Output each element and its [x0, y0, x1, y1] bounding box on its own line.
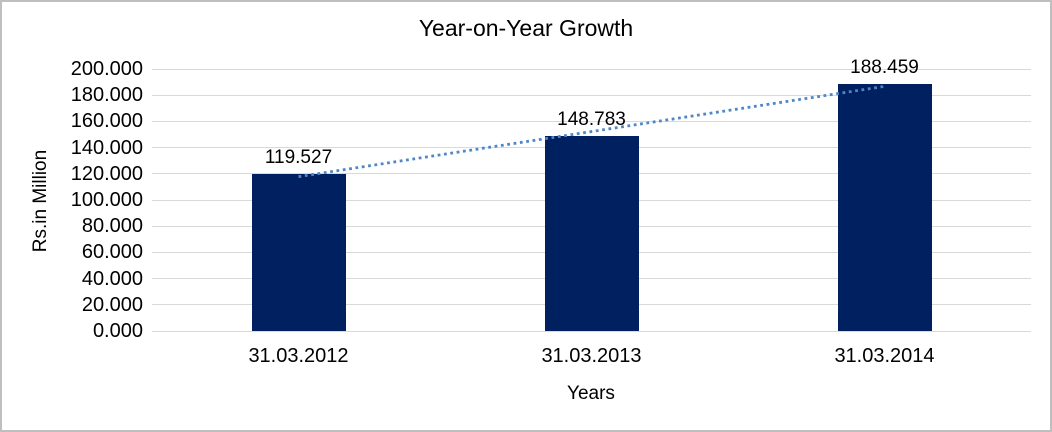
bar-value-label: 119.527	[264, 147, 333, 169]
bar	[251, 174, 346, 331]
plot-area: 119.527 148.783 188.459	[152, 57, 1031, 332]
y-tick-label: 180.000	[70, 84, 143, 107]
y-tick-label: 60.000	[81, 241, 143, 264]
y-tick-label: 40.000	[81, 267, 143, 290]
y-tick-label: 120.000	[70, 162, 143, 185]
y-tick-label: 160.000	[70, 110, 143, 133]
y-tick-label: 20.000	[81, 293, 143, 316]
x-category-label: 31.03.2014	[834, 345, 935, 367]
bar	[837, 84, 932, 331]
y-tick-label: 200.000	[70, 58, 143, 80]
bar	[544, 136, 639, 331]
gridline	[152, 120, 1031, 122]
gridline	[152, 94, 1031, 96]
trendline	[298, 85, 885, 179]
x-category-label: 31.03.2012	[248, 345, 349, 367]
gridline	[152, 68, 1031, 70]
x-axis-title: Years	[567, 383, 615, 404]
bar-value-label: 188.459	[850, 57, 919, 79]
bar-value-label: 148.783	[557, 109, 626, 131]
y-tick-label: 100.000	[70, 189, 143, 211]
x-category-label: 31.03.2013	[541, 345, 642, 367]
y-tick-label: 140.000	[70, 136, 143, 159]
y-tick-label: 80.000	[81, 215, 143, 238]
gridline	[152, 330, 1031, 332]
chart-title: Year-on-Year Growth	[418, 15, 634, 41]
y-tick-label: 0.000	[92, 320, 143, 342]
